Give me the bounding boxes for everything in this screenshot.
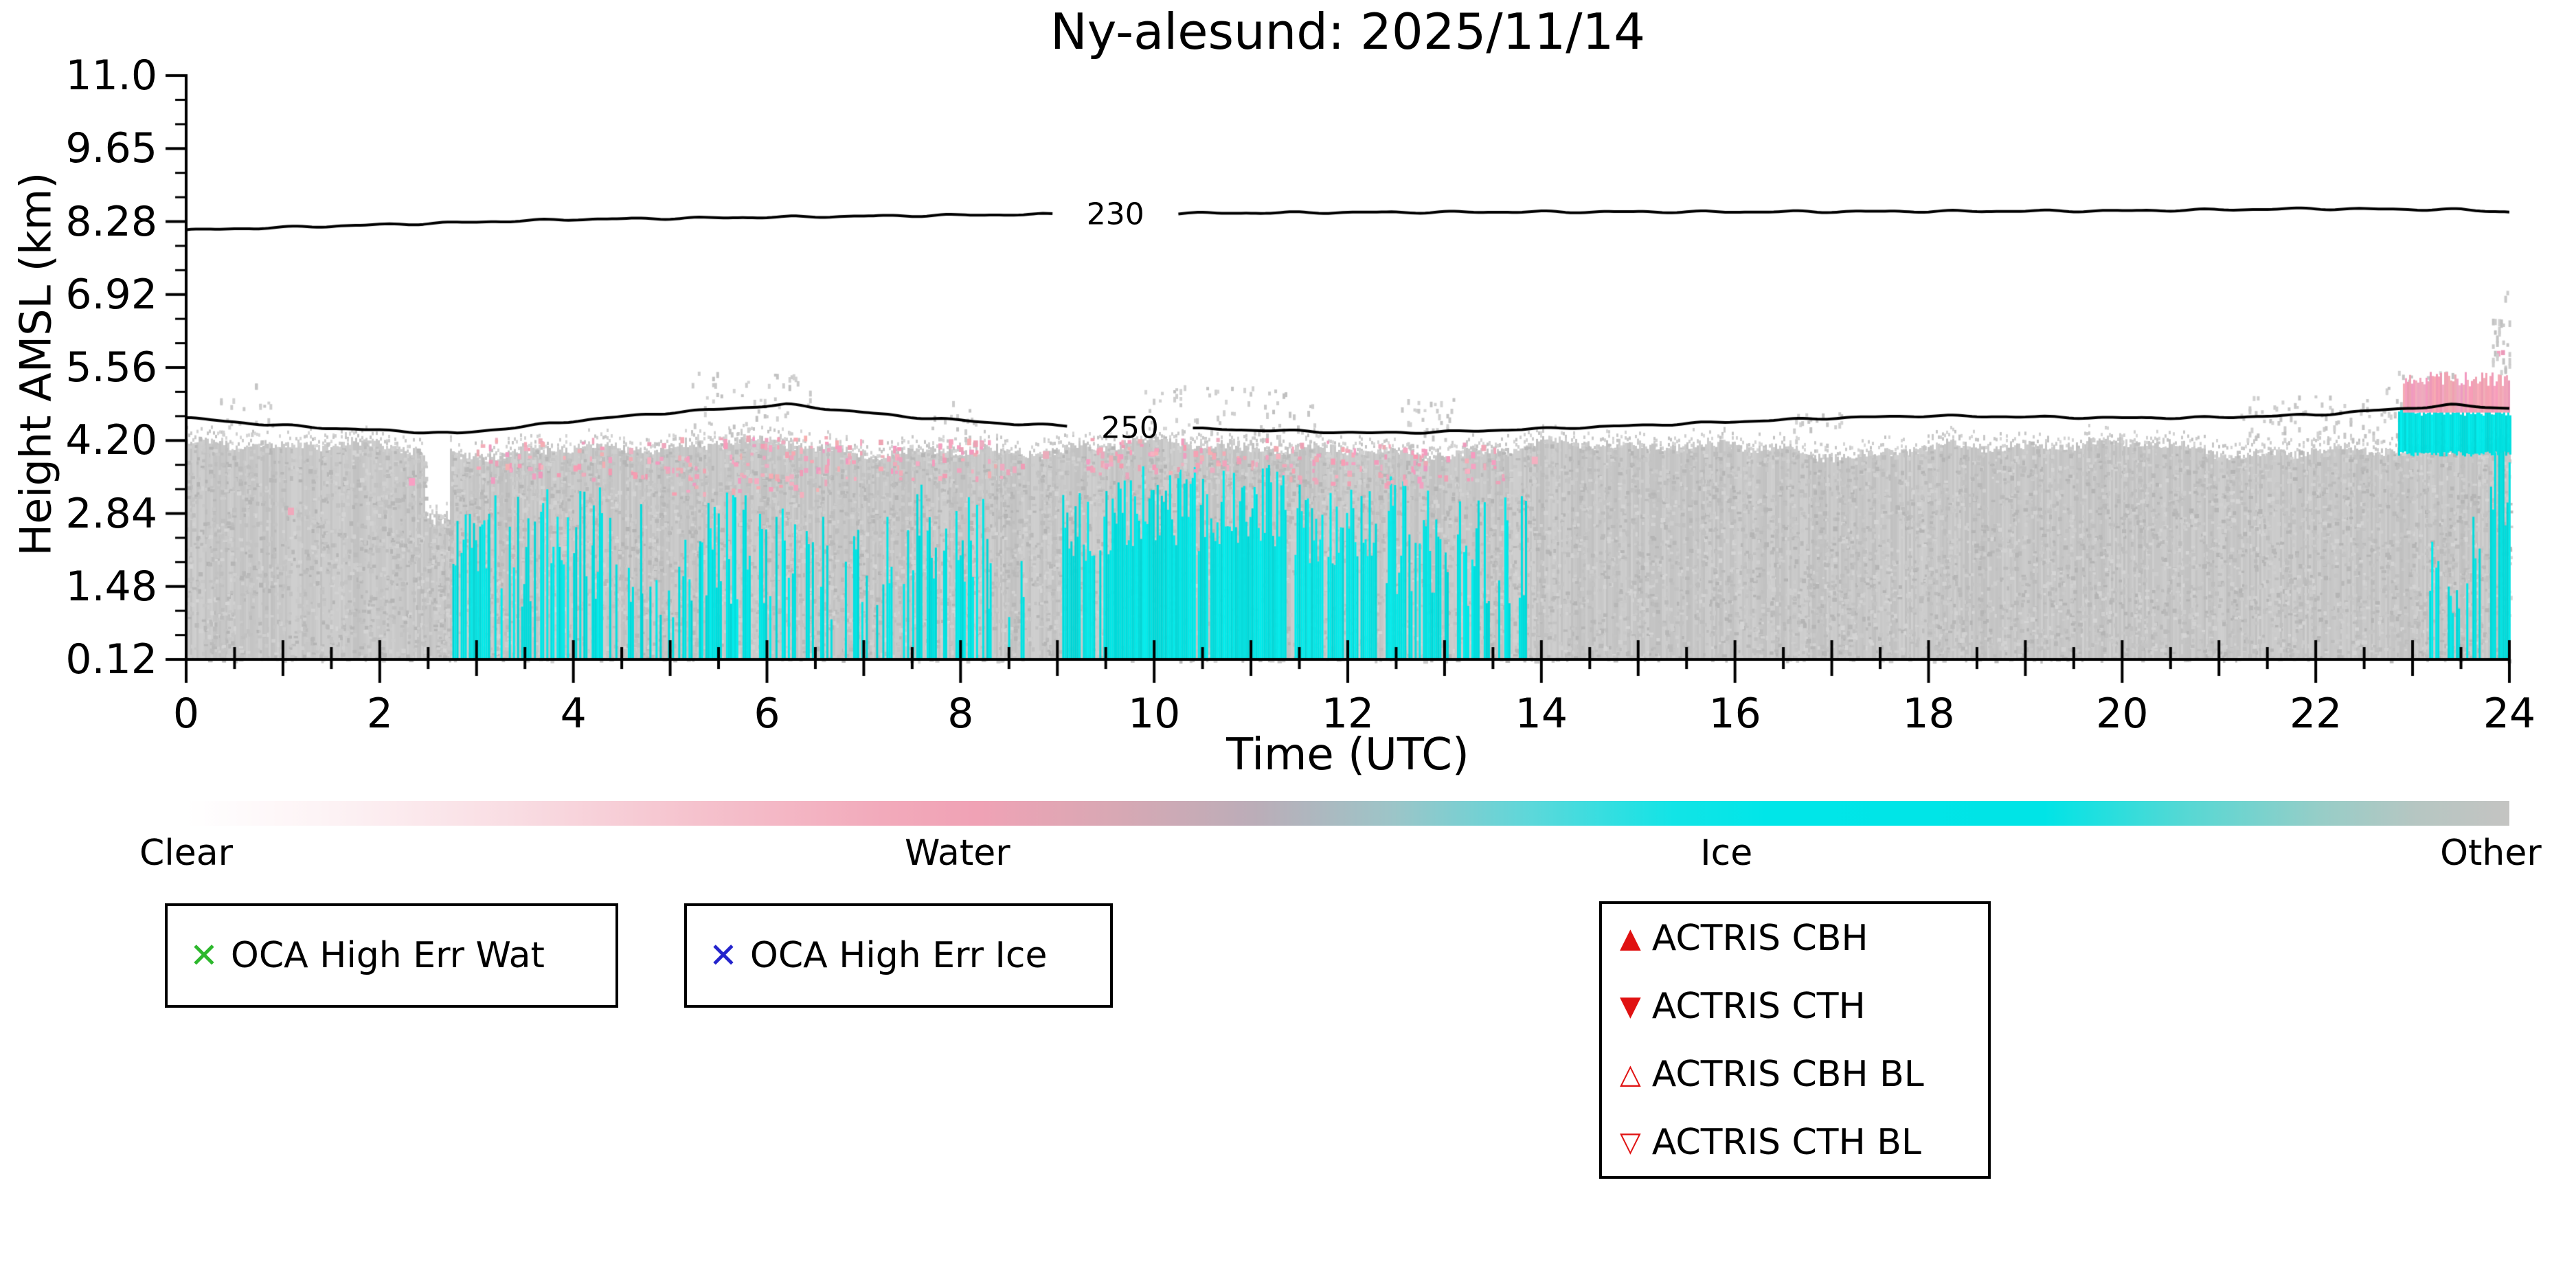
x-marker-blue-icon: ✕ — [709, 936, 738, 975]
colorbar-label-other: Other — [2440, 833, 2542, 874]
x-tick-label: 0 — [172, 690, 200, 738]
phase-colorbar — [186, 801, 2509, 826]
x-tick-label: 20 — [2096, 690, 2149, 738]
x-tick-label: 4 — [560, 690, 587, 738]
legend-row-actris-cth-bl: ▽ ACTRIS CTH BL — [1620, 1122, 1988, 1163]
plot-title: Ny-alesund: 2025/11/14 — [1050, 3, 1646, 60]
legend-label-actris-cth-bl: ACTRIS CTH BL — [1651, 1121, 1921, 1163]
x-tick-label: 16 — [1708, 690, 1761, 738]
x-tick-label: 22 — [2289, 690, 2342, 738]
contour-label: 250 — [1100, 410, 1159, 445]
legend-actris: ▲ ACTRIS CBH ▼ ACTRIS CTH △ ACTRIS CBH B… — [1599, 901, 1991, 1179]
x-tick-label: 8 — [947, 690, 974, 738]
legend-label-actris-cth: ACTRIS CTH — [1651, 985, 1866, 1027]
legend-oca-high-err-ice: ✕ OCA High Err Ice — [684, 903, 1113, 1008]
x-tick-label: 10 — [1127, 690, 1181, 738]
x-tick-label: 24 — [2483, 690, 2536, 738]
y-tick-label: 2.84 — [65, 489, 157, 538]
y-tick-label: 1.48 — [65, 562, 157, 611]
colorbar-label-water: Water — [904, 833, 1010, 874]
x-marker-green-icon: ✕ — [190, 936, 218, 975]
y-axis-label: Height AMSL (km) — [10, 172, 61, 556]
triangle-down-open-icon: ▽ — [1620, 1126, 1641, 1158]
colorbar-label-ice: Ice — [1700, 833, 1753, 874]
legend-label-oca-wat: OCA High Err Wat — [230, 935, 545, 976]
y-tick-label: 6.92 — [65, 270, 157, 319]
y-tick-label: 4.20 — [65, 416, 157, 465]
y-tick-label: 8.28 — [65, 197, 157, 246]
y-tick-label: 5.56 — [65, 343, 157, 392]
triangle-up-filled-icon: ▲ — [1620, 922, 1641, 954]
legend-row-actris-cbh: ▲ ACTRIS CBH — [1620, 918, 1988, 959]
x-axis-label: Time (UTC) — [1226, 730, 1469, 780]
legend-label-actris-cbh: ACTRIS CBH — [1651, 917, 1868, 959]
legend-oca-high-err-wat: ✕ OCA High Err Wat — [165, 903, 618, 1008]
legend-row-actris-cbh-bl: △ ACTRIS CBH BL — [1620, 1054, 1988, 1095]
y-tick-label: 0.12 — [65, 635, 157, 683]
legend-label-actris-cbh-bl: ACTRIS CBH BL — [1651, 1053, 1924, 1095]
x-tick-label: 2 — [366, 690, 393, 738]
y-tick-label: 9.65 — [65, 124, 157, 173]
x-tick-label: 14 — [1515, 690, 1568, 738]
legend-row-actris-cth: ▼ ACTRIS CTH — [1620, 986, 1988, 1027]
triangle-down-filled-icon: ▼ — [1620, 990, 1641, 1022]
y-tick-label: 11.0 — [65, 52, 157, 100]
x-tick-label: 12 — [1321, 690, 1375, 738]
x-tick-label: 6 — [754, 690, 780, 738]
colorbar-label-clear: Clear — [139, 833, 233, 874]
x-tick-label: 18 — [1902, 690, 1955, 738]
contour-label: 230 — [1086, 196, 1144, 232]
triangle-up-open-icon: △ — [1620, 1058, 1641, 1090]
legend-label-oca-ice: OCA High Err Ice — [749, 935, 1048, 976]
